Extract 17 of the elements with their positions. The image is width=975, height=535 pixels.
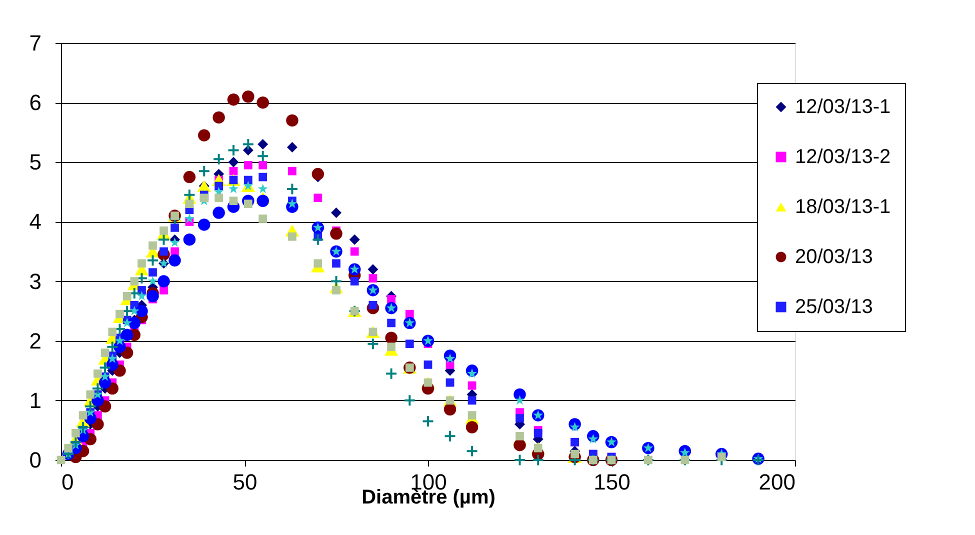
y-tick-label: 5 — [29, 150, 42, 175]
legend-label: 12/03/13-1 — [795, 96, 891, 118]
y-tick-label: 1 — [29, 388, 42, 413]
x-tick-label: 150 — [594, 470, 630, 494]
x-tick-label: 200 — [758, 470, 796, 494]
legend-label: 25/03/13 — [795, 296, 873, 318]
y-tick-label: 7 — [29, 30, 42, 56]
legend-label: 12/03/13-2 — [795, 146, 891, 168]
legend-label: 18/03/13-1 — [795, 196, 891, 218]
y-tick-label: 0 — [29, 448, 42, 472]
y-tick-label: 2 — [29, 328, 42, 354]
x-tick-label: 50 — [232, 470, 258, 494]
y-tick-label: 4 — [29, 209, 42, 234]
y-tick-label: 6 — [29, 90, 42, 116]
legend-label: 20/03/13 — [795, 246, 873, 268]
y-tick-label: 3 — [29, 268, 42, 294]
x-tick-label: 0 — [62, 470, 74, 494]
